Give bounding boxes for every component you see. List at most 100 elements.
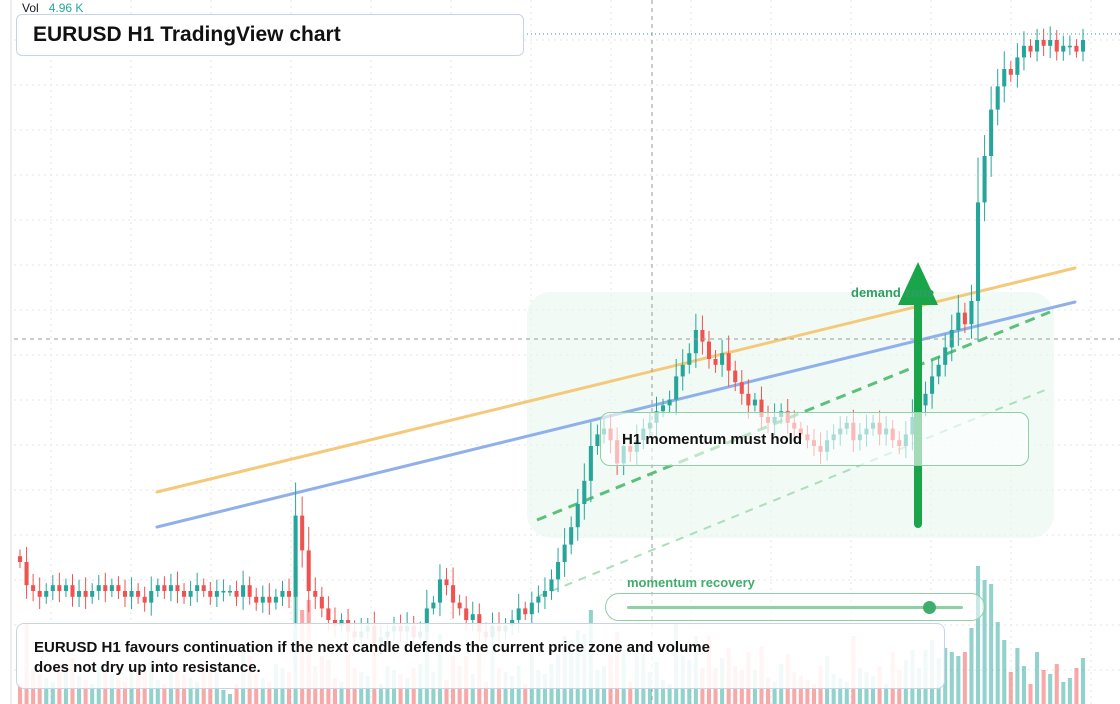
candle[interactable] (556, 547, 561, 593)
candle[interactable] (680, 349, 685, 391)
candlestick-series[interactable] (17, 26, 1086, 656)
candle[interactable] (1035, 28, 1040, 62)
candle[interactable] (293, 482, 298, 627)
candle[interactable] (969, 284, 974, 339)
candle[interactable] (254, 587, 259, 611)
candle[interactable] (700, 315, 705, 355)
candle[interactable] (713, 350, 718, 373)
support-projection-dashed[interactable] (536, 387, 1051, 598)
candle[interactable] (70, 574, 75, 607)
candle[interactable] (975, 157, 981, 342)
candle[interactable] (1021, 31, 1026, 71)
candle[interactable] (1067, 35, 1072, 56)
candle[interactable] (1048, 26, 1053, 59)
candle[interactable] (437, 564, 442, 617)
candle[interactable] (989, 86, 994, 177)
candle[interactable] (142, 586, 147, 612)
candle[interactable] (214, 579, 219, 607)
candle[interactable] (542, 577, 547, 610)
candle[interactable] (195, 572, 200, 603)
candle[interactable] (1074, 39, 1079, 58)
candle[interactable] (1041, 28, 1046, 56)
candle[interactable] (720, 339, 725, 377)
candle[interactable] (234, 580, 239, 606)
candle[interactable] (24, 546, 29, 599)
candle[interactable] (57, 572, 62, 603)
candle[interactable] (536, 585, 541, 613)
candle[interactable] (752, 392, 757, 412)
candle[interactable] (313, 577, 318, 610)
candle[interactable] (1008, 61, 1013, 82)
candle[interactable] (241, 570, 246, 610)
candle[interactable] (175, 571, 180, 604)
candle[interactable] (247, 576, 252, 605)
candle[interactable] (286, 578, 292, 609)
candle[interactable] (562, 528, 567, 577)
candle[interactable] (267, 583, 272, 615)
candle[interactable] (693, 313, 698, 368)
candle[interactable] (44, 583, 49, 604)
candle[interactable] (956, 294, 961, 346)
candle[interactable] (582, 463, 587, 520)
candle[interactable] (182, 583, 187, 604)
candle[interactable] (129, 577, 134, 610)
candle[interactable] (1028, 39, 1033, 58)
candle[interactable] (451, 567, 456, 619)
candle[interactable] (569, 516, 574, 555)
candle[interactable] (726, 335, 731, 387)
candle[interactable] (706, 330, 712, 369)
candle[interactable] (96, 575, 101, 601)
candle[interactable] (90, 583, 95, 604)
candle[interactable] (221, 579, 226, 602)
candle[interactable] (936, 356, 941, 385)
candle[interactable] (188, 580, 193, 606)
candle[interactable] (995, 69, 1000, 126)
candle[interactable] (739, 370, 744, 405)
candle[interactable] (575, 488, 580, 541)
candle[interactable] (923, 381, 928, 417)
candle[interactable] (37, 577, 42, 610)
candle[interactable] (1054, 30, 1059, 61)
candle[interactable] (31, 573, 36, 602)
candle[interactable] (116, 576, 121, 600)
candle[interactable] (136, 583, 141, 604)
candle[interactable] (201, 578, 206, 598)
candle[interactable] (300, 496, 305, 568)
candle[interactable] (1015, 43, 1020, 88)
candle[interactable] (687, 343, 692, 374)
candle[interactable] (319, 586, 324, 618)
candle[interactable] (667, 390, 672, 414)
candle[interactable] (595, 424, 600, 455)
candle[interactable] (746, 379, 751, 419)
candle[interactable] (63, 578, 68, 598)
candle[interactable] (431, 595, 436, 615)
candle[interactable] (17, 549, 23, 569)
candle[interactable] (77, 579, 82, 607)
candle[interactable] (208, 582, 213, 605)
candle[interactable] (588, 422, 593, 503)
candle[interactable] (306, 526, 311, 613)
candle[interactable] (273, 588, 278, 610)
candle[interactable] (444, 568, 449, 596)
slider-thumb[interactable] (922, 601, 936, 614)
candle[interactable] (674, 359, 679, 416)
candle[interactable] (930, 359, 935, 409)
candle[interactable] (103, 572, 108, 603)
candle[interactable] (155, 578, 160, 598)
candle[interactable] (162, 576, 167, 600)
candle[interactable] (982, 135, 987, 222)
candle[interactable] (280, 580, 285, 606)
candle[interactable] (109, 578, 114, 598)
candle[interactable] (260, 585, 265, 613)
candle[interactable] (149, 576, 154, 616)
candle[interactable] (122, 579, 128, 607)
candle[interactable] (1002, 51, 1007, 103)
candle[interactable] (733, 360, 738, 392)
momentum-recovery-slider[interactable] (605, 593, 985, 621)
candle[interactable] (457, 594, 462, 616)
candle[interactable] (83, 577, 88, 610)
candle[interactable] (168, 573, 173, 602)
candle[interactable] (1061, 35, 1066, 61)
candle[interactable] (943, 334, 948, 377)
